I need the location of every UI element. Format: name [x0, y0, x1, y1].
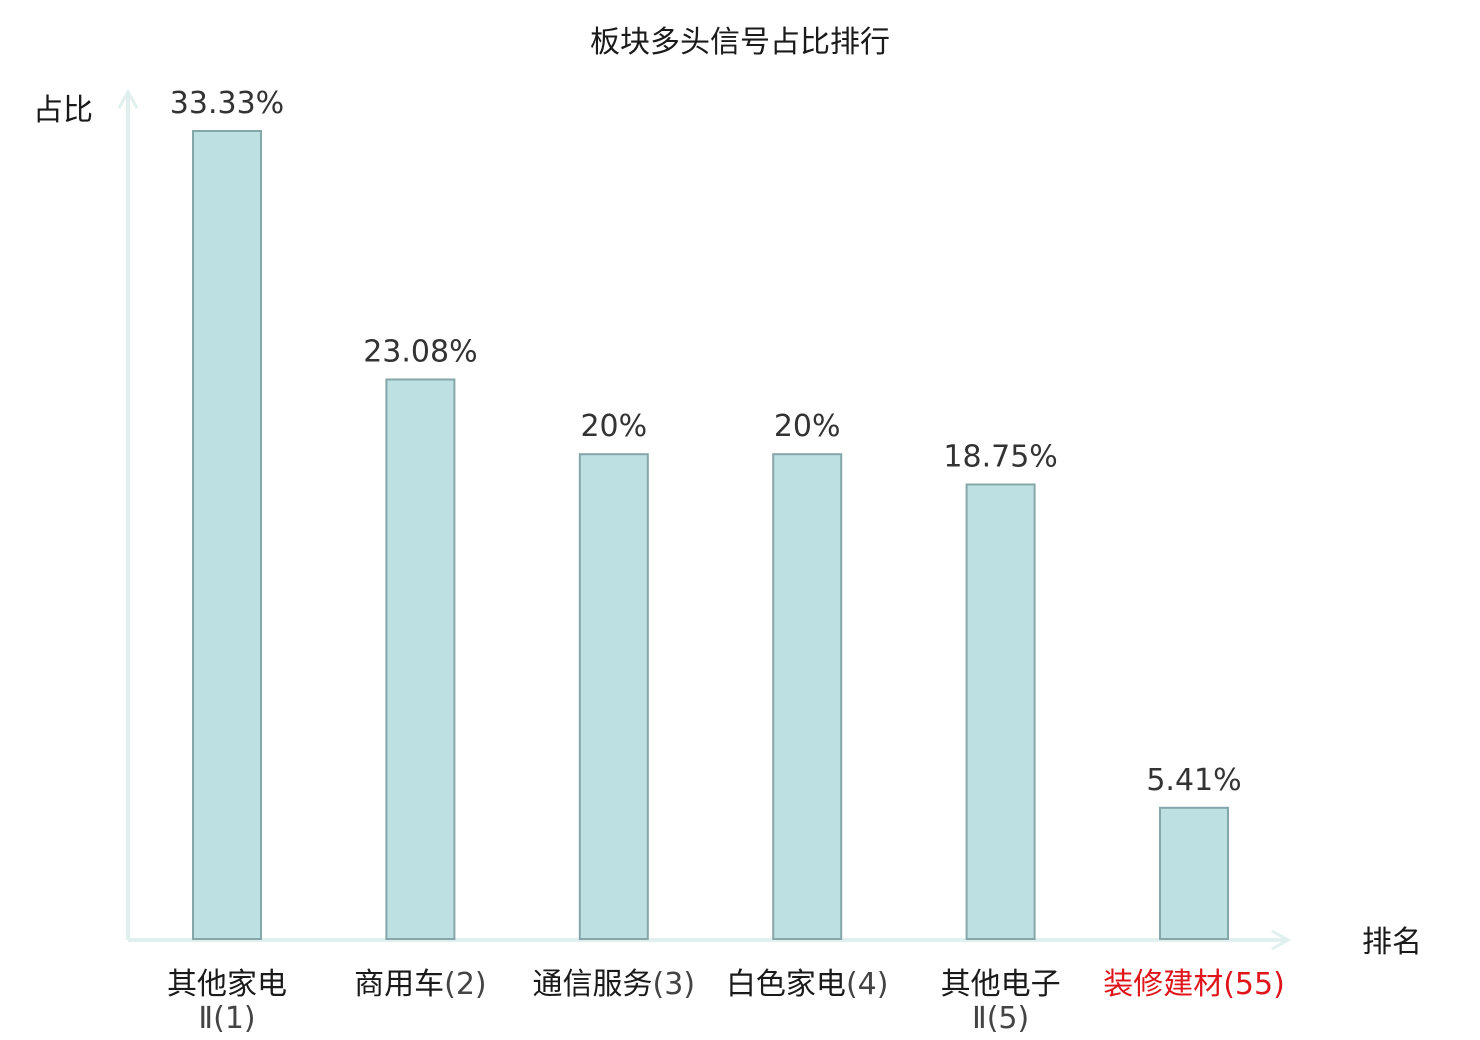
value-label-2: 23.08% — [363, 335, 477, 370]
category-name: 其他电子 — [941, 967, 1061, 1002]
bar-2 — [385, 378, 456, 940]
category-label-5: 其他电子 Ⅱ(5) — [941, 967, 1061, 1036]
category-label-6: 装修建材(55) — [1103, 967, 1285, 1002]
bar-5 — [965, 483, 1036, 940]
value-label-6: 5.41% — [1146, 763, 1241, 798]
y-axis-arrow — [117, 88, 139, 109]
bar-3 — [578, 453, 649, 940]
x-axis-label: 排名 — [1362, 925, 1422, 960]
y-axis: 占比 — [33, 88, 139, 940]
category-label-4: 白色家电(4) — [726, 967, 889, 1002]
category-rank: (55) — [1223, 967, 1285, 1002]
chart-title: 板块多头信号占比排行 — [590, 25, 890, 60]
value-label-1: 33.33% — [170, 86, 284, 121]
category-name: 其他家电 — [167, 967, 287, 1002]
value-label-5: 18.75% — [943, 440, 1057, 475]
category-name: 白色家电 — [726, 967, 846, 1002]
category-label-1: 其他家电 Ⅱ(1) — [167, 967, 287, 1036]
x-axis-arrow — [1271, 929, 1292, 951]
bar-1 — [192, 130, 262, 940]
category-rank: Ⅱ(1) — [198, 1001, 255, 1036]
category-rank: Ⅱ(5) — [972, 1001, 1029, 1036]
bar-series — [192, 130, 1229, 940]
x-axis: 排名 — [128, 925, 1422, 960]
category-label-2: 商用车(2) — [354, 967, 487, 1002]
category-rank: (4) — [846, 967, 889, 1002]
y-axis-label: 占比 — [33, 93, 93, 128]
category-rank: (2) — [444, 967, 487, 1002]
category-labels: 其他家电 Ⅱ(1) 商用车(2) 通信服务(3) 白色家电(4) 其他电子 Ⅱ(5) 装修建材… — [167, 967, 1285, 1036]
category-name: 装修建材 — [1103, 967, 1223, 1002]
category-label-3: 通信服务(3) — [533, 967, 696, 1002]
category-name: 商用车 — [354, 967, 444, 1002]
category-name: 通信服务 — [533, 967, 653, 1002]
value-label-3: 20% — [580, 409, 647, 444]
category-rank: (3) — [653, 967, 696, 1002]
value-label-4: 20% — [774, 409, 841, 444]
bar-4 — [772, 453, 843, 940]
bar-6 — [1159, 806, 1229, 940]
value-labels: 33.33% 23.08% 20% 20% 18.75% 5.41% — [170, 86, 1242, 798]
